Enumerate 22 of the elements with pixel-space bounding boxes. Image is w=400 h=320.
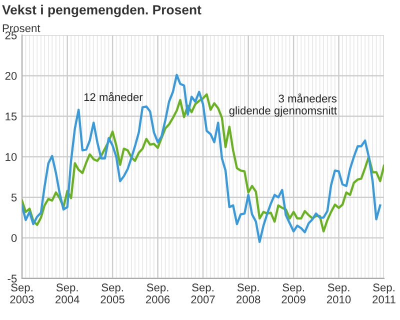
x-tick-label: Sep. 2004: [56, 284, 80, 304]
y-tick-label: -5: [8, 274, 17, 283]
line-series: [22, 93, 384, 232]
x-tick-label: Sep. 2003: [10, 284, 34, 304]
x-tick-label: Sep. 2006: [146, 284, 170, 304]
y-axis-title: Prosent: [2, 24, 40, 32]
y-tick-label: 25: [5, 31, 17, 40]
x-tick-label: Sep. 2009: [282, 284, 306, 304]
y-tick-label: 20: [5, 72, 17, 80]
y-tick-label: 10: [6, 153, 17, 161]
x-tick-label: Sep. 2005: [100, 284, 124, 304]
y-tick-label: 15: [6, 112, 17, 120]
x-tick-label: Sep. 2007: [191, 284, 215, 304]
x-tick-label: Sep. 2008: [236, 284, 260, 304]
x-tick-label: Sep. 2011: [372, 284, 396, 304]
y-tick-label: 0: [11, 234, 17, 242]
x-tick-label: Sep. 2010: [326, 284, 351, 304]
line-series: [22, 74, 382, 244]
chart-title: Vekst i pengemengden. Prosent: [2, 4, 202, 18]
y-tick-label: 5: [11, 194, 17, 202]
series-label: 3 måneders glidende gjennomsnitt: [229, 93, 337, 117]
series-label: 12 måneder: [84, 92, 143, 102]
